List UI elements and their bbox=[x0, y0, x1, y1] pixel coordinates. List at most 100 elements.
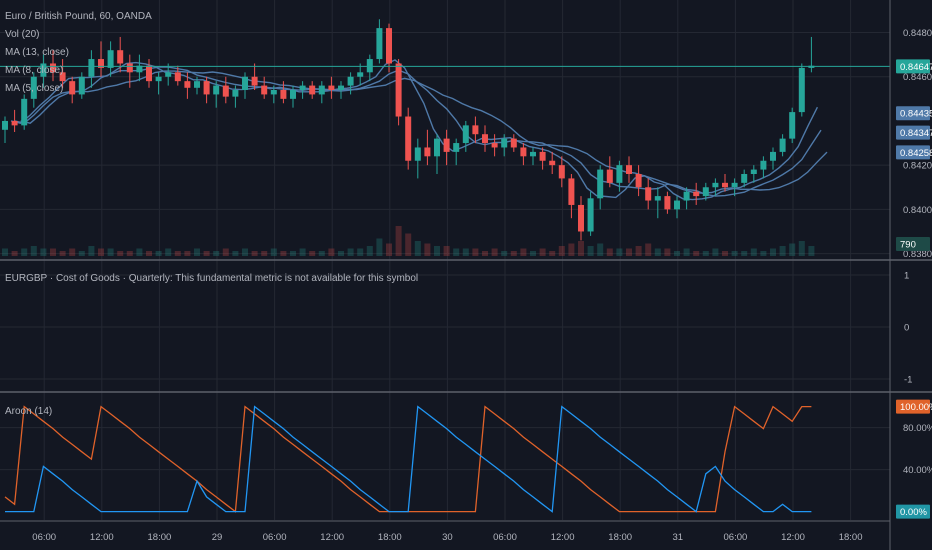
candle-body bbox=[731, 182, 738, 188]
volume-bar bbox=[338, 251, 344, 256]
volume-bar bbox=[328, 248, 335, 256]
time-tick-label: 06:00 bbox=[32, 532, 56, 543]
volume-bar bbox=[290, 251, 296, 256]
candle-body bbox=[309, 85, 316, 95]
volume-bar bbox=[2, 248, 8, 256]
volume-bar bbox=[386, 243, 392, 256]
candle-body bbox=[664, 196, 671, 210]
candle-body bbox=[472, 125, 479, 135]
candle-body bbox=[270, 90, 277, 95]
candle-body bbox=[69, 81, 76, 95]
volume-bar bbox=[270, 248, 277, 256]
aroon-pane-title[interactable]: Aroon (14) bbox=[5, 406, 52, 417]
time-axis[interactable]: 06:00 12:00 18:00 29 06:00 12:00 18:00 30 06:00 1… bbox=[32, 532, 862, 543]
volume-bar bbox=[165, 248, 172, 256]
candle-body bbox=[568, 178, 575, 205]
candle-body bbox=[616, 165, 623, 183]
candle-body bbox=[107, 50, 114, 68]
volume-bar bbox=[635, 246, 642, 256]
candle-body bbox=[251, 76, 258, 86]
fundamental-tick-label: 1 bbox=[904, 271, 909, 282]
candle-body bbox=[136, 65, 143, 73]
volume-label-bg bbox=[896, 237, 930, 251]
fundamental-pane-title: EURGBP · Cost of Goods · Quarterly: This… bbox=[5, 273, 418, 284]
candle-body bbox=[280, 90, 287, 99]
candle-body bbox=[376, 28, 383, 60]
legend-ma-8[interactable]: MA (8, close) bbox=[5, 65, 63, 76]
volume-bar bbox=[261, 251, 268, 256]
volume-bar bbox=[280, 251, 287, 256]
volume-bar bbox=[184, 251, 191, 256]
candle-body bbox=[366, 59, 373, 73]
candle-body bbox=[165, 72, 172, 77]
candle-body bbox=[462, 125, 469, 144]
candle-body bbox=[491, 143, 498, 148]
candle-body bbox=[290, 90, 296, 99]
legend-volume[interactable]: Vol (20) bbox=[5, 29, 39, 40]
candle-body bbox=[635, 174, 642, 188]
volume-bar bbox=[558, 246, 565, 256]
volume-bar bbox=[155, 251, 162, 256]
volume-bar bbox=[213, 251, 220, 256]
time-tick-label: 06:00 bbox=[493, 532, 517, 543]
candle-body bbox=[194, 81, 200, 88]
ma-5-line bbox=[10, 59, 819, 201]
candle-body bbox=[482, 134, 488, 144]
volume-bar bbox=[309, 251, 316, 256]
volume-bar bbox=[693, 251, 700, 256]
time-tick-label: 18:00 bbox=[608, 532, 632, 543]
candle-body bbox=[98, 59, 104, 68]
volume-bar bbox=[587, 246, 594, 256]
volume-bar bbox=[11, 251, 18, 256]
volume-bar bbox=[88, 246, 95, 256]
volume-bar bbox=[69, 248, 76, 256]
volume-bar bbox=[414, 241, 421, 256]
candle-body bbox=[549, 160, 556, 166]
candle-body bbox=[261, 85, 268, 95]
volume-bar bbox=[779, 246, 786, 256]
candle-body bbox=[578, 204, 584, 232]
candle-body bbox=[520, 147, 527, 157]
volume-bar bbox=[664, 248, 671, 256]
volume-bar bbox=[501, 251, 508, 256]
fundamental-tick-label: -1 bbox=[904, 375, 912, 386]
volume-bar bbox=[530, 251, 536, 256]
aroon-down-label: 0.00% bbox=[900, 507, 927, 518]
candle-body bbox=[40, 63, 47, 77]
volume-bar bbox=[40, 248, 47, 256]
volume-bar bbox=[405, 233, 412, 256]
volume-bar bbox=[194, 248, 200, 256]
candle-body bbox=[424, 147, 431, 157]
candle-body bbox=[597, 169, 604, 199]
volume-bar bbox=[347, 248, 354, 256]
legend-ma-5[interactable]: MA (5, close) bbox=[5, 83, 63, 94]
candle-body bbox=[405, 116, 412, 161]
candle-body bbox=[453, 143, 460, 152]
volume-bar bbox=[98, 248, 104, 256]
volume-label: 790 bbox=[900, 240, 916, 251]
volume-bar bbox=[424, 243, 431, 256]
time-tick-label: 12:00 bbox=[781, 532, 805, 543]
legend-ma-13[interactable]: MA (13, close) bbox=[5, 47, 69, 58]
volume-bar bbox=[136, 248, 143, 256]
candle-body bbox=[674, 200, 680, 210]
time-tick-label: 18:00 bbox=[839, 532, 863, 543]
candle-body bbox=[434, 138, 440, 157]
candle-body bbox=[242, 76, 248, 90]
candle-body bbox=[59, 72, 66, 82]
volume-bar bbox=[117, 251, 124, 256]
price-label: 0.84435 bbox=[900, 109, 932, 120]
aroon-lines bbox=[4, 405, 812, 513]
candle-body bbox=[539, 151, 546, 161]
time-tick-label: 31 bbox=[673, 532, 684, 543]
volume-bar bbox=[232, 251, 239, 256]
price-label: 0.84347 bbox=[900, 128, 932, 139]
volume-bar bbox=[616, 248, 623, 256]
candle-body bbox=[770, 151, 776, 161]
